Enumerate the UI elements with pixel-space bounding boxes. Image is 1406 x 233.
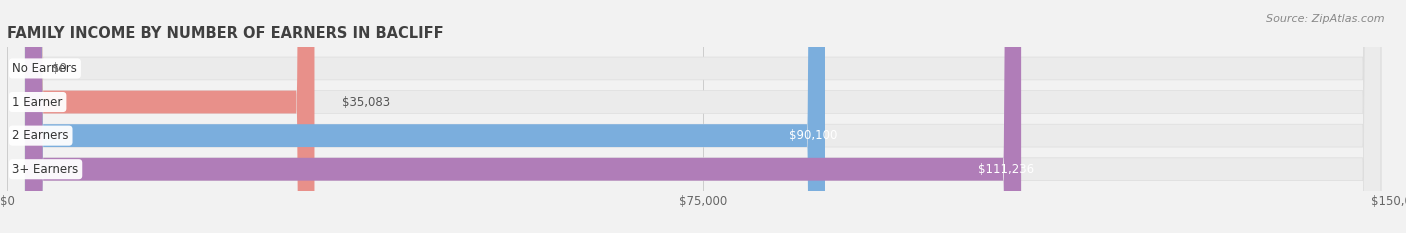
FancyBboxPatch shape <box>25 0 825 233</box>
Text: $111,236: $111,236 <box>977 163 1033 176</box>
Text: No Earners: No Earners <box>13 62 77 75</box>
Text: Source: ZipAtlas.com: Source: ZipAtlas.com <box>1267 14 1385 24</box>
FancyBboxPatch shape <box>25 0 315 233</box>
FancyBboxPatch shape <box>25 0 1381 233</box>
FancyBboxPatch shape <box>25 0 1381 233</box>
FancyBboxPatch shape <box>25 0 1381 233</box>
FancyBboxPatch shape <box>25 0 1381 233</box>
Text: $90,100: $90,100 <box>789 129 838 142</box>
Text: 2 Earners: 2 Earners <box>13 129 69 142</box>
FancyBboxPatch shape <box>25 0 1021 233</box>
Text: 3+ Earners: 3+ Earners <box>13 163 79 176</box>
Text: $0: $0 <box>52 62 67 75</box>
Text: 1 Earner: 1 Earner <box>13 96 63 109</box>
Text: $35,083: $35,083 <box>342 96 389 109</box>
Text: FAMILY INCOME BY NUMBER OF EARNERS IN BACLIFF: FAMILY INCOME BY NUMBER OF EARNERS IN BA… <box>7 26 444 41</box>
